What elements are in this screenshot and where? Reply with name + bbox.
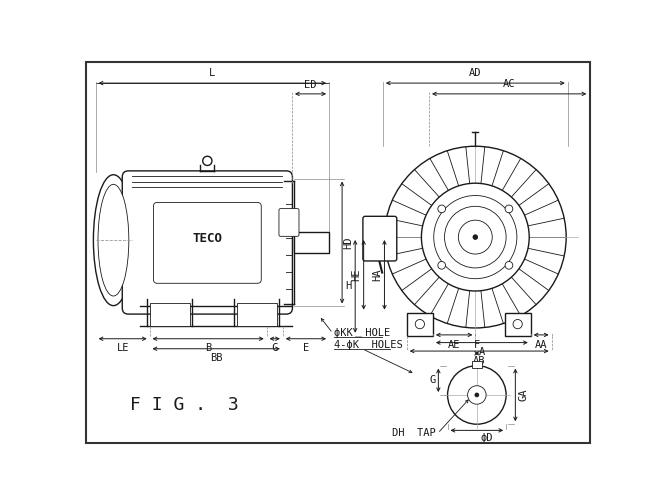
Text: DH  TAP: DH TAP bbox=[392, 428, 436, 438]
Circle shape bbox=[467, 386, 486, 404]
Circle shape bbox=[415, 320, 424, 328]
Text: AC: AC bbox=[503, 80, 515, 90]
Ellipse shape bbox=[98, 184, 129, 296]
Text: LE: LE bbox=[116, 344, 129, 353]
Text: ϕD: ϕD bbox=[480, 434, 493, 444]
Circle shape bbox=[505, 262, 513, 269]
Text: AB: AB bbox=[473, 356, 485, 366]
Text: HE: HE bbox=[351, 268, 362, 281]
Text: G: G bbox=[429, 376, 436, 386]
Text: AA: AA bbox=[535, 340, 547, 349]
FancyBboxPatch shape bbox=[122, 171, 292, 314]
Text: 4-ϕK  HOLES: 4-ϕK HOLES bbox=[335, 340, 403, 350]
Text: C: C bbox=[272, 344, 278, 353]
Text: ED: ED bbox=[304, 80, 317, 90]
Text: A: A bbox=[478, 347, 485, 357]
Text: H: H bbox=[345, 282, 351, 292]
Bar bbox=[294, 232, 329, 252]
Text: E: E bbox=[303, 344, 309, 353]
Bar bbox=[407, 312, 433, 336]
Text: B: B bbox=[205, 344, 211, 353]
Text: GA: GA bbox=[519, 388, 529, 401]
FancyBboxPatch shape bbox=[363, 216, 397, 261]
Circle shape bbox=[438, 205, 446, 212]
Text: L: L bbox=[209, 68, 215, 78]
Bar bbox=[472, 361, 482, 368]
Text: F: F bbox=[474, 340, 480, 350]
Text: TECO: TECO bbox=[192, 232, 222, 245]
Text: ϕKK  HOLE: ϕKK HOLE bbox=[335, 328, 391, 338]
Bar bbox=[505, 312, 531, 336]
Circle shape bbox=[505, 205, 513, 212]
Text: HA: HA bbox=[372, 268, 382, 281]
Circle shape bbox=[384, 146, 566, 328]
Text: AD: AD bbox=[469, 68, 482, 78]
Text: AE: AE bbox=[448, 340, 461, 349]
Bar bbox=[150, 302, 189, 326]
Circle shape bbox=[203, 156, 212, 166]
Bar bbox=[237, 302, 277, 326]
Circle shape bbox=[473, 235, 478, 240]
Circle shape bbox=[513, 320, 522, 328]
FancyBboxPatch shape bbox=[153, 202, 261, 283]
Ellipse shape bbox=[94, 174, 133, 306]
Text: HD: HD bbox=[344, 236, 354, 248]
Text: F I G .  3: F I G . 3 bbox=[130, 396, 239, 414]
Circle shape bbox=[438, 262, 446, 269]
Circle shape bbox=[459, 220, 492, 254]
Circle shape bbox=[434, 196, 517, 278]
Text: BB: BB bbox=[210, 354, 222, 364]
FancyBboxPatch shape bbox=[279, 208, 299, 236]
Circle shape bbox=[475, 393, 478, 397]
Circle shape bbox=[447, 366, 506, 424]
Circle shape bbox=[422, 183, 529, 291]
Circle shape bbox=[445, 206, 506, 268]
